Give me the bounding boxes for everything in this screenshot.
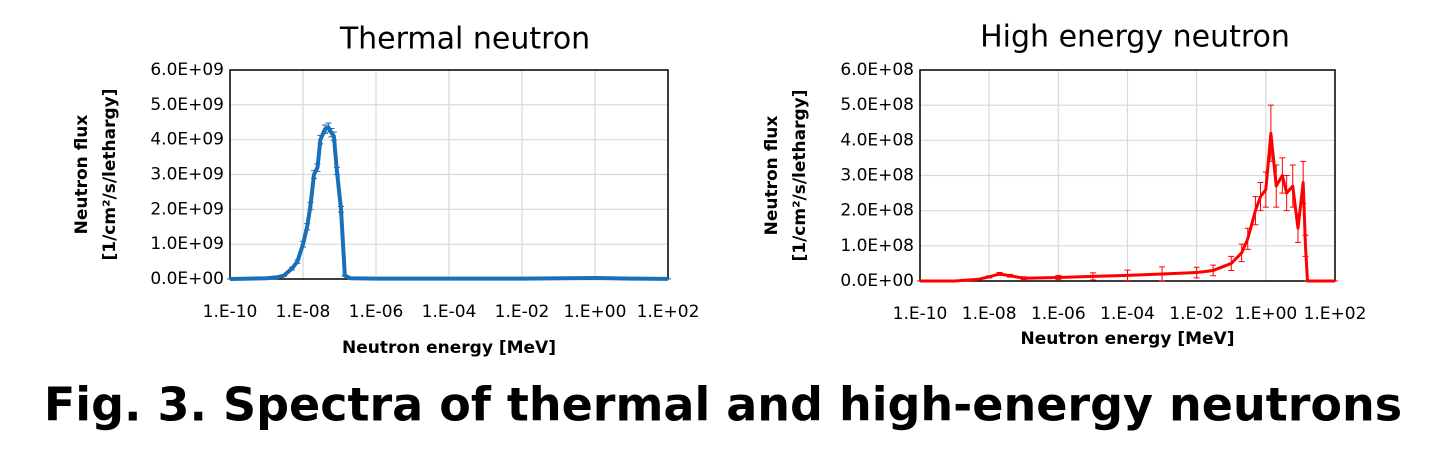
x-axis-label: Neutron energy [MeV] (342, 338, 556, 358)
x-axis-label: Neutron energy [MeV] (1021, 329, 1235, 349)
x-tick-label: 1.E-08 (276, 302, 331, 322)
y-tick-label: 0.0E+00 (840, 271, 914, 291)
y-axis-label: [1/cm²/s/lethargy] (100, 88, 120, 260)
chart-title: High energy neutron (980, 20, 1290, 55)
y-tick-label: 4.0E+08 (840, 130, 914, 150)
y-tick-label: 2.0E+09 (150, 199, 224, 219)
y-tick-label: 3.0E+08 (840, 166, 914, 186)
y-axis-label: Neutron flux (762, 116, 782, 236)
x-tick-label: 1.E-10 (893, 304, 948, 324)
x-tick-label: 1.E+02 (637, 302, 700, 322)
x-tick-label: 1.E-08 (962, 304, 1017, 324)
caption: Fig. 3. Spectra of thermal and high-ener… (44, 378, 1402, 432)
y-axis-label: [1/cm²/s/lethargy] (790, 89, 810, 261)
x-tick-label: 1.E-02 (1169, 304, 1224, 324)
y-tick-label: 1.0E+08 (840, 236, 914, 256)
y-tick-label: 1.0E+09 (150, 234, 224, 254)
x-tick-label: 1.E+02 (1304, 304, 1367, 324)
y-tick-label: 3.0E+09 (150, 165, 224, 185)
y-axis-label: Neutron flux (72, 115, 92, 235)
y-tick-label: 4.0E+09 (150, 130, 224, 150)
x-tick-label: 1.E-04 (422, 302, 477, 322)
chart-title: Thermal neutron (339, 22, 590, 57)
x-tick-label: 1.E+00 (1234, 304, 1297, 324)
x-tick-label: 1.E-10 (203, 302, 258, 322)
y-tick-label: 6.0E+08 (840, 60, 914, 80)
x-tick-label: 1.E-02 (495, 302, 550, 322)
y-tick-label: 5.0E+08 (840, 95, 914, 115)
x-tick-label: 1.E-06 (1031, 304, 1086, 324)
y-tick-label: 0.0E+00 (150, 269, 224, 289)
x-tick-label: 1.E+00 (564, 302, 627, 322)
y-tick-label: 6.0E+09 (150, 60, 224, 80)
x-tick-label: 1.E-06 (349, 302, 404, 322)
y-tick-label: 5.0E+09 (150, 95, 224, 115)
x-tick-label: 1.E-04 (1100, 304, 1155, 324)
y-tick-label: 2.0E+08 (840, 201, 914, 221)
